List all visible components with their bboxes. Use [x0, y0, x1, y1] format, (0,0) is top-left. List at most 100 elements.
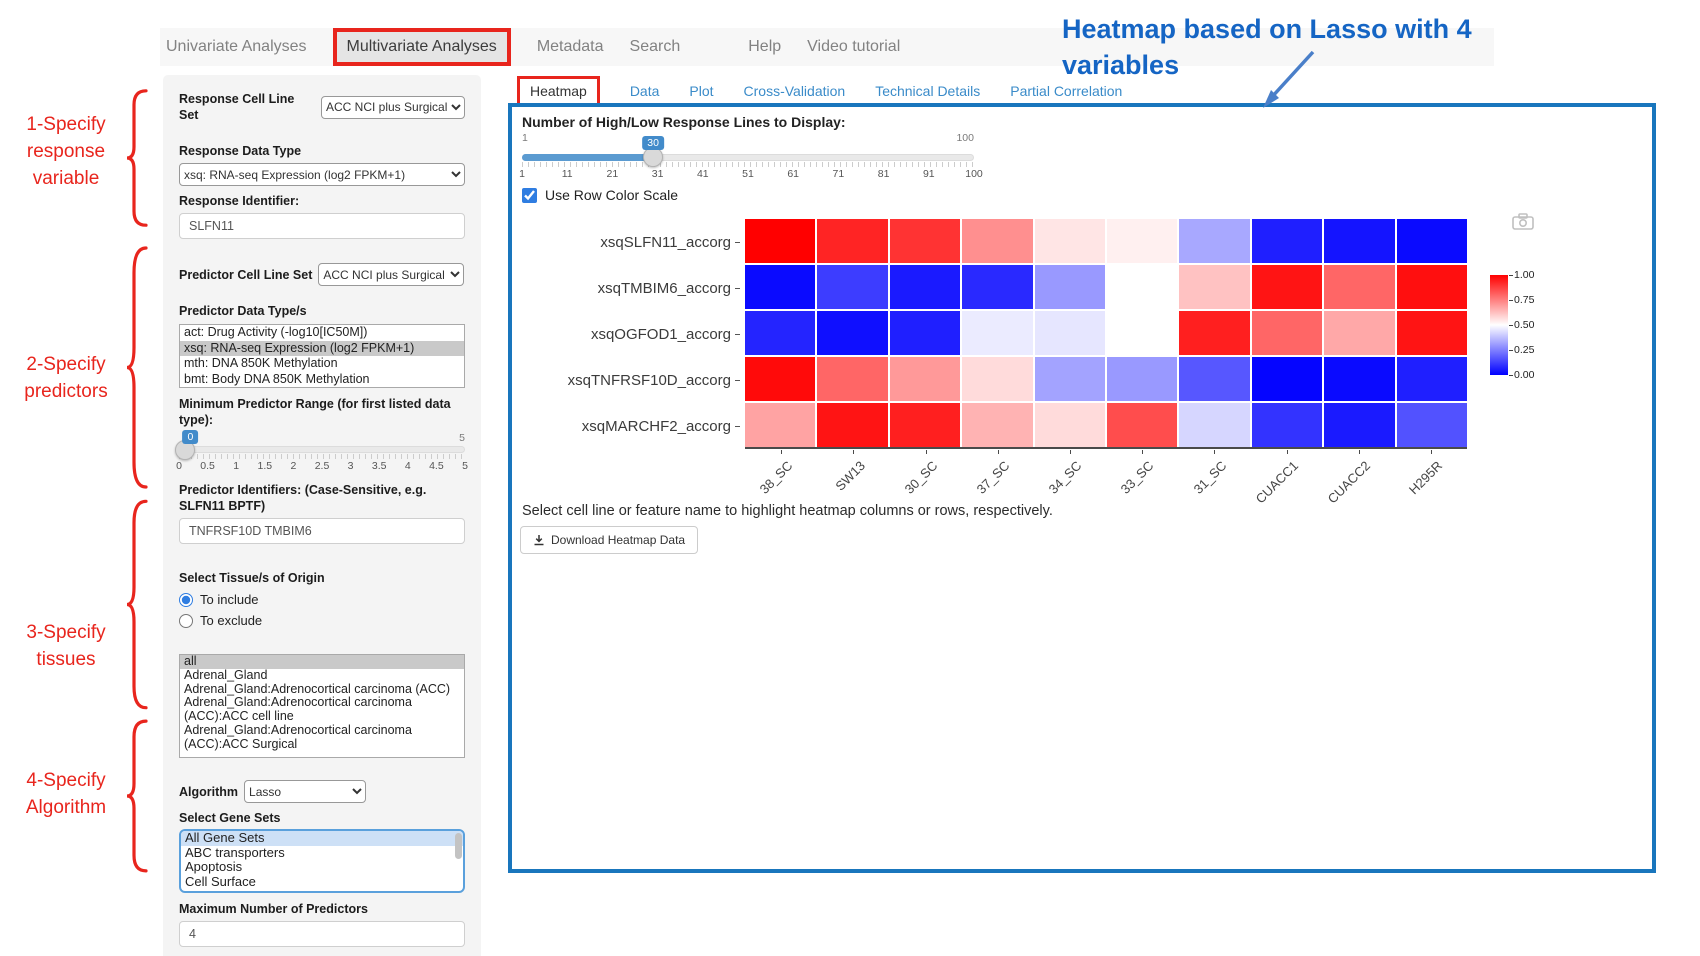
response-identifier-input[interactable] — [179, 213, 465, 239]
option-adrenal-gland-adrenocortical-carcinoma-acc-acc-cell-line[interactable]: Adrenal_Gland:Adrenocortical carcinoma (… — [184, 696, 412, 724]
radio-to-include[interactable]: To include — [179, 592, 465, 607]
heatmap-cell-xsqtnfrsf10d-accorg-cuacc2[interactable] — [1324, 357, 1395, 401]
heatmap-cell-xsqslfn11-accorg-34-sc[interactable] — [1034, 219, 1105, 263]
heatmap-cell-xsqslfn11-accorg-31-sc[interactable] — [1179, 219, 1250, 263]
heatmap-cell-xsqtnfrsf10d-accorg-31-sc[interactable] — [1179, 357, 1250, 401]
option-all[interactable]: all — [180, 655, 464, 669]
col-label-37-sc[interactable]: 37_SC — [973, 458, 1013, 497]
predictor-identifiers-input[interactable] — [179, 518, 465, 544]
heatmap-cell-xsqtmbim6-accorg-33-sc[interactable] — [1107, 265, 1178, 309]
heatmap-cell-xsqtnfrsf10d-accorg-cuacc1[interactable] — [1251, 357, 1323, 401]
heatmap-cell-xsqogfod1-accorg-34-sc[interactable] — [1034, 311, 1105, 355]
heatmap-cell-xsqtnfrsf10d-accorg-sw13[interactable] — [817, 357, 888, 401]
heatmap-cell-xsqmarchf2-accorg-34-sc[interactable] — [1034, 403, 1105, 447]
download-heatmap-data-button[interactable]: Download Heatmap Data — [520, 526, 699, 554]
heatmap-cell-xsqogfod1-accorg-30-sc[interactable] — [889, 311, 961, 355]
heatmap-cell-xsqtmbim6-accorg-38-sc[interactable] — [745, 265, 816, 309]
tab-data[interactable]: Data — [629, 83, 660, 99]
heatmap-cell-xsqogfod1-accorg-cuacc1[interactable] — [1251, 311, 1323, 355]
option-adrenal-gland[interactable]: Adrenal_Gland — [184, 668, 268, 682]
heatmap-cell-xsqmarchf2-accorg-37-sc[interactable] — [962, 403, 1033, 447]
heatmap-cell-xsqtmbim6-accorg-37-sc[interactable] — [962, 265, 1033, 309]
nav-item-univariate-analyses[interactable]: Univariate Analyses — [166, 38, 307, 55]
option-cell-surface[interactable]: Cell Surface — [185, 874, 256, 889]
col-label-h295r[interactable]: H295R — [1406, 458, 1446, 498]
heatmap-cell-xsqslfn11-accorg-h295r[interactable] — [1396, 219, 1467, 263]
row-label-xsqogfod1-accorg[interactable]: xsqOGFOD1_accorg — [512, 311, 740, 357]
row-label-xsqslfn11-accorg[interactable]: xsqSLFN11_accorg — [512, 219, 740, 265]
nav-item-help[interactable]: Help — [748, 38, 782, 55]
col-label-30-sc[interactable]: 30_SC — [901, 458, 941, 497]
heatmap-cell-xsqmarchf2-accorg-30-sc[interactable] — [889, 403, 961, 447]
option-mth-dna-850k-methylation[interactable]: mth: DNA 850K Methylation — [184, 356, 338, 370]
heatmap-cell-xsqtmbim6-accorg-31-sc[interactable] — [1179, 265, 1250, 309]
heatmap-cell-xsqtnfrsf10d-accorg-33-sc[interactable] — [1107, 357, 1178, 401]
algorithm-select[interactable]: Lasso — [244, 780, 367, 803]
heatmap-cell-xsqslfn11-accorg-38-sc[interactable] — [745, 219, 816, 263]
camera-icon[interactable] — [1512, 213, 1534, 230]
heatmap-cell-xsqtnfrsf10d-accorg-37-sc[interactable] — [962, 357, 1033, 401]
row-color-scale-toggle[interactable]: Use Row Color Scale — [522, 187, 678, 203]
nav-item-metadata[interactable]: Metadata — [536, 38, 604, 55]
heatmap-cell-xsqtnfrsf10d-accorg-h295r[interactable] — [1396, 357, 1467, 401]
tab-technical-details[interactable]: Technical Details — [875, 83, 981, 99]
col-label-sw13[interactable]: SW13 — [832, 458, 868, 494]
heatmap-cell-xsqmarchf2-accorg-sw13[interactable] — [817, 403, 888, 447]
min-range-track[interactable] — [179, 446, 465, 453]
option-bmt-body-dna-850k-methylation[interactable]: bmt: Body DNA 850K Methylation — [184, 371, 370, 386]
tab-heatmap[interactable]: Heatmap — [517, 76, 600, 106]
option-adrenal-gland-adrenocortical-carcinoma-acc[interactable]: Adrenal_Gland:Adrenocortical carcinoma (… — [184, 682, 451, 696]
heatmap-cell-xsqogfod1-accorg-31-sc[interactable] — [1179, 311, 1250, 355]
heatmap-cell-xsqogfod1-accorg-sw13[interactable] — [817, 311, 888, 355]
tab-cross-validation[interactable]: Cross-Validation — [743, 83, 846, 99]
heatmap-cell-xsqslfn11-accorg-33-sc[interactable] — [1107, 219, 1178, 263]
option-abc-transporters[interactable]: ABC transporters — [185, 845, 285, 860]
heatmap-cell-xsqogfod1-accorg-h295r[interactable] — [1396, 311, 1467, 355]
heatmap-cell-xsqslfn11-accorg-sw13[interactable] — [817, 219, 888, 263]
heatmap-cell-xsqtmbim6-accorg-cuacc2[interactable] — [1324, 265, 1395, 309]
tab-plot[interactable]: Plot — [689, 83, 714, 99]
tab-partial-correlation[interactable]: Partial Correlation — [1010, 83, 1123, 99]
heatmap-cell-xsqmarchf2-accorg-cuacc2[interactable] — [1324, 403, 1395, 447]
lines-slider-handle[interactable] — [643, 147, 664, 167]
heatmap-cell-xsqtnfrsf10d-accorg-38-sc[interactable] — [745, 357, 816, 401]
heatmap-cell-xsqtnfrsf10d-accorg-30-sc[interactable] — [889, 357, 961, 401]
option-adrenal-gland-adrenocortical-carcinoma-acc-acc-surgical[interactable]: Adrenal_Gland:Adrenocortical carcinoma (… — [184, 723, 412, 751]
option-apoptosis[interactable]: Apoptosis — [185, 860, 243, 874]
heatmap-cell-xsqtnfrsf10d-accorg-34-sc[interactable] — [1034, 357, 1105, 401]
response-data-type-select[interactable]: xsq: RNA-seq Expression (log2 FPKM+1) — [179, 163, 465, 186]
col-label-33-sc[interactable]: 33_SC — [1117, 458, 1157, 497]
predictor-cell-line-set-select[interactable]: ACC NCI plus Surgical — [318, 263, 465, 286]
max-predictors-input[interactable] — [179, 921, 465, 947]
heatmap-cell-xsqtmbim6-accorg-cuacc1[interactable] — [1251, 265, 1323, 309]
col-label-38-sc[interactable]: 38_SC — [756, 458, 796, 497]
heatmap-cell-xsqogfod1-accorg-37-sc[interactable] — [962, 311, 1033, 355]
heatmap-cell-xsqmarchf2-accorg-h295r[interactable] — [1396, 403, 1467, 447]
predictor-data-types-listbox[interactable]: act: Drug Activity (-log10[IC50M]) xsq: R… — [179, 324, 465, 388]
option-all-gene-sets[interactable]: All Gene Sets — [181, 831, 463, 846]
nav-item-multivariate-analyses[interactable]: Multivariate Analyses — [332, 28, 511, 66]
heatmap-cell-xsqtmbim6-accorg-sw13[interactable] — [817, 265, 888, 309]
radio-input-to-exclude[interactable] — [179, 613, 193, 628]
row-label-xsqmarchf2-accorg[interactable]: xsqMARCHF2_accorg — [512, 403, 740, 449]
heatmap-cell-xsqtmbim6-accorg-30-sc[interactable] — [889, 265, 961, 309]
heatmap-cell-xsqogfod1-accorg-33-sc[interactable] — [1107, 311, 1178, 355]
gene-sets-scrollbar[interactable] — [455, 833, 462, 859]
heatmap-cell-xsqmarchf2-accorg-cuacc1[interactable] — [1251, 403, 1323, 447]
heatmap-cell-xsqslfn11-accorg-37-sc[interactable] — [962, 219, 1033, 263]
heatmap-cell-xsqogfod1-accorg-cuacc2[interactable] — [1324, 311, 1395, 355]
heatmap-cell-xsqslfn11-accorg-cuacc1[interactable] — [1251, 219, 1323, 263]
row-label-xsqtmbim6-accorg[interactable]: xsqTMBIM6_accorg — [512, 265, 740, 311]
option-act-drug-activity-log10-ic50m[interactable]: act: Drug Activity (-log10[IC50M]) — [184, 325, 368, 339]
heatmap-cell-xsqmarchf2-accorg-31-sc[interactable] — [1179, 403, 1250, 447]
col-label-cuacc1[interactable]: CUACC1 — [1252, 458, 1302, 507]
tissue-origin-listbox[interactable]: all Adrenal_Gland Adrenal_Gland:Adrenocort… — [179, 654, 465, 758]
heatmap-cell-xsqslfn11-accorg-cuacc2[interactable] — [1324, 219, 1395, 263]
heatmap-cell-xsqslfn11-accorg-30-sc[interactable] — [889, 219, 961, 263]
col-label-34-sc[interactable]: 34_SC — [1045, 458, 1085, 497]
heatmap-cell-xsqtmbim6-accorg-h295r[interactable] — [1396, 265, 1467, 309]
heatmap-cell-xsqtmbim6-accorg-34-sc[interactable] — [1034, 265, 1105, 309]
gene-sets-listbox[interactable]: All Gene Sets ABC transporters Apoptosis Ce… — [179, 829, 465, 893]
row-color-scale-checkbox[interactable] — [522, 187, 537, 203]
nav-item-search[interactable]: Search — [629, 38, 681, 55]
